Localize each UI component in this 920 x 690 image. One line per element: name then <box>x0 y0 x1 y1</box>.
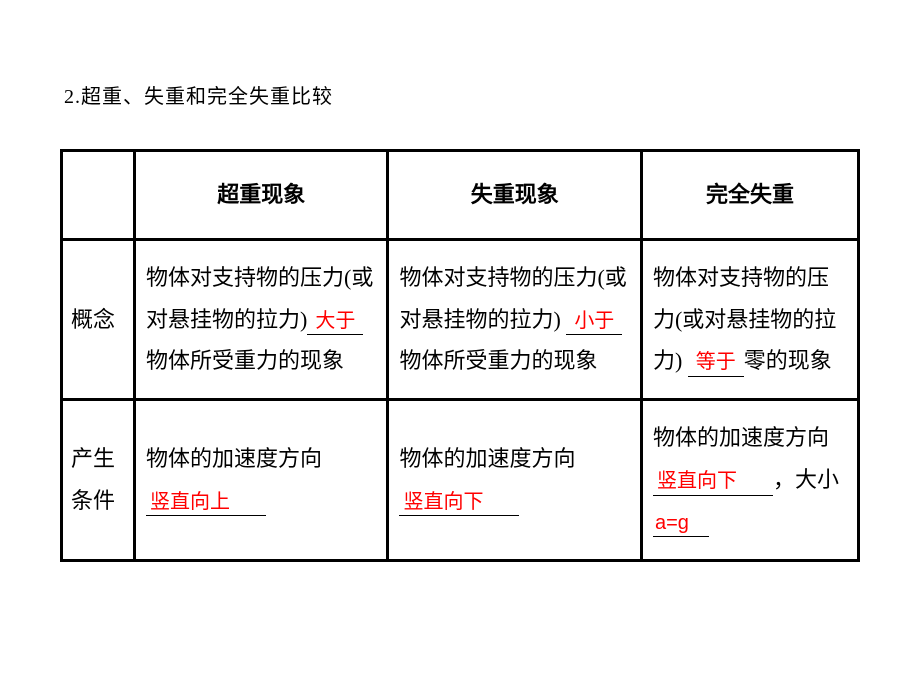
concept-col1-post: 物体所受重力的现象 <box>146 348 344 373</box>
condition-col2-pre: 物体的加速度方向 <box>399 446 575 471</box>
header-blank <box>62 151 135 240</box>
concept-col1-blank: 大于 <box>307 306 363 336</box>
condition-col3-fill1: 竖直向下 <box>657 470 737 492</box>
concept-col3-post: 零的现象 <box>744 348 832 373</box>
condition-col1-fill: 竖直向上 <box>150 491 230 513</box>
condition-col3-blank1: 竖直向下 <box>653 466 773 496</box>
condition-col1: 物体的加速度方向竖直向上 <box>135 400 388 560</box>
condition-col3-mid: ，大小 <box>773 467 839 492</box>
concept-col2-blank: 小于 <box>566 306 622 336</box>
header-row: 超重现象 失重现象 完全失重 <box>62 151 859 240</box>
concept-col2: 物体对支持物的压力(或对悬挂物的拉力) 小于物体所受重力的现象 <box>388 239 641 399</box>
header-col2: 失重现象 <box>388 151 641 240</box>
concept-col1-fill: 大于 <box>315 310 355 332</box>
condition-col3-blank2: a=g <box>653 508 709 538</box>
concept-col3-blank: 等于 <box>688 347 744 377</box>
header-col3: 完全失重 <box>641 151 858 240</box>
concept-col3: 物体对支持物的压力(或对悬挂物的拉力) 等于零的现象 <box>641 239 858 399</box>
condition-label: 产生条件 <box>62 400 135 560</box>
condition-col1-blank: 竖直向上 <box>146 487 266 517</box>
concept-row: 概念 物体对支持物的压力(或对悬挂物的拉力)大于物体所受重力的现象 物体对支持物… <box>62 239 859 399</box>
condition-row: 产生条件 物体的加速度方向竖直向上 物体的加速度方向竖直向下 物体的加速度方向竖… <box>62 400 859 560</box>
condition-col2-blank: 竖直向下 <box>399 487 519 517</box>
condition-col1-pre: 物体的加速度方向 <box>146 446 322 471</box>
concept-col2-post: 物体所受重力的现象 <box>399 348 597 373</box>
concept-label: 概念 <box>62 239 135 399</box>
concept-col3-fill: 等于 <box>696 351 736 373</box>
concept-col1: 物体对支持物的压力(或对悬挂物的拉力)大于物体所受重力的现象 <box>135 239 388 399</box>
comparison-table: 超重现象 失重现象 完全失重 概念 物体对支持物的压力(或对悬挂物的拉力)大于物… <box>60 149 860 562</box>
condition-col2: 物体的加速度方向竖直向下 <box>388 400 641 560</box>
header-col1: 超重现象 <box>135 151 388 240</box>
condition-col3: 物体的加速度方向竖直向下 ，大小 a=g <box>641 400 858 560</box>
condition-col3-fill2: a=g <box>655 512 689 534</box>
section-heading: 2.超重、失重和完全失重比较 <box>64 80 860 109</box>
condition-col2-fill: 竖直向下 <box>403 491 483 513</box>
concept-col2-fill: 小于 <box>574 310 614 332</box>
condition-col3-pre1: 物体的加速度方向 <box>653 425 829 450</box>
